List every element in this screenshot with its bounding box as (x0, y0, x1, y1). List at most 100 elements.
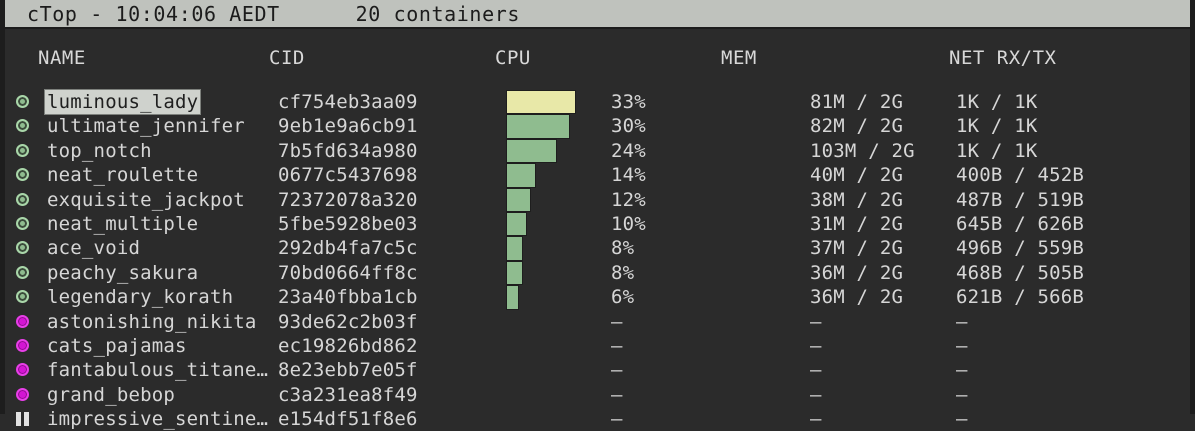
circle-dot-icon (16, 168, 31, 183)
cell-mem: 103M / 2G (810, 139, 915, 162)
circle-dot-icon (16, 192, 31, 208)
cell-name[interactable]: peachy_sakura (47, 261, 199, 284)
container-list: luminous_lady cf754eb3aa09 33% 81M / 2G 1K /… (5, 90, 1190, 431)
circle-dot-icon (16, 265, 31, 281)
cell-cid: 72372078a320 (278, 188, 418, 211)
cell-cpu: 14% (611, 164, 646, 187)
cell-cid: 7b5fd634a980 (278, 139, 418, 162)
cell-net: – (956, 359, 968, 382)
cell-cid: ec19826bd862 (278, 334, 418, 357)
cell-cpu: 24% (611, 139, 646, 162)
table-row[interactable]: ace_void 292db4fa7c5c 8% 37M / 2G 496B / 559… (5, 236, 1190, 260)
table-row[interactable]: fantabulous_titane… 8e23ebb7e05f – – – (5, 358, 1190, 382)
circle-dot-icon (16, 338, 31, 354)
cell-cpu: 30% (611, 115, 646, 138)
cell-name[interactable]: grand_bebop (47, 383, 176, 406)
table-row[interactable]: peachy_sakura 70bd0664ff8c 8% 36M / 2G 468B … (5, 261, 1190, 285)
cell-name[interactable]: impressive_sentine… (47, 408, 269, 431)
circle-dot-icon (16, 290, 31, 305)
cell-cid: 0677c5437698 (278, 164, 418, 187)
column-header-mem[interactable]: MEM (721, 47, 757, 69)
cell-cpu: – (611, 334, 623, 357)
cell-name[interactable]: top_notch (47, 139, 152, 162)
column-header-name[interactable]: NAME (38, 47, 86, 69)
circle-dot-icon (16, 241, 31, 256)
cell-net: – (956, 408, 968, 431)
circle-dot-icon (16, 119, 31, 134)
cell-cpu: 33% (611, 91, 646, 113)
table-row[interactable]: neat_multiple 5fbe5928be03 10% 31M / 2G 645B… (5, 212, 1190, 236)
cell-net: – (956, 334, 968, 357)
table-row[interactable]: legendary_korath 23a40fbba1cb 6% 36M / 2G 62… (5, 285, 1190, 309)
table-row[interactable]: grand_bebop c3a231ea8f49 – – – (5, 383, 1190, 407)
cell-mem: – (810, 359, 822, 382)
circle-dot-icon (16, 216, 31, 232)
cell-mem: 36M / 2G (810, 286, 904, 309)
cell-mem: 82M / 2G (810, 115, 904, 138)
cell-mem: 37M / 2G (810, 237, 904, 260)
cell-net: 1K / 1K (956, 139, 1038, 162)
circle-dot-icon (16, 143, 31, 159)
cell-mem: 36M / 2G (810, 261, 904, 284)
cell-mem: 38M / 2G (810, 188, 904, 211)
cell-net: 645B / 626B (956, 212, 1085, 235)
cell-cpu: 12% (611, 188, 646, 211)
table-row[interactable]: astonishing_nikita 93de62c2b03f – – – (5, 310, 1190, 334)
cell-name[interactable]: neat_multiple (47, 212, 199, 235)
table-row[interactable]: neat_roulette 0677c5437698 14% 40M / 2G 400B… (5, 163, 1190, 187)
cell-cid: 93de62c2b03f (278, 310, 418, 333)
cell-name[interactable]: ultimate_jennifer (47, 115, 245, 138)
cell-cpu: – (611, 310, 623, 333)
column-header-cid[interactable]: CID (269, 47, 305, 69)
cell-net: – (956, 310, 968, 333)
cell-name[interactable]: astonishing_nikita (47, 310, 257, 333)
column-header-cpu[interactable]: CPU (495, 47, 531, 69)
cell-cpu: – (611, 383, 623, 406)
cell-mem: – (810, 334, 822, 357)
cell-name[interactable]: exquisite_jackpot (47, 188, 245, 211)
cell-mem: – (810, 408, 822, 431)
cell-cid: 292db4fa7c5c (278, 237, 418, 260)
cell-cid: 70bd0664ff8c (278, 261, 418, 284)
table-row[interactable]: exquisite_jackpot 72372078a320 12% 38M / 2G… (5, 188, 1190, 212)
cell-mem: – (810, 383, 822, 406)
cell-name[interactable]: neat_roulette (47, 164, 199, 187)
cell-mem: – (810, 310, 822, 333)
pause-icon (16, 412, 31, 427)
cell-net: – (956, 383, 968, 406)
cell-net: 1K / 1K (956, 91, 1038, 113)
table-row[interactable]: cats_pajamas ec19826bd862 – – – (5, 334, 1190, 358)
title-bar-text: cTop - 10:04:06 AEDT 20 containers (27, 2, 520, 26)
cell-name[interactable]: fantabulous_titane… (47, 359, 269, 382)
cell-cid: c3a231ea8f49 (278, 383, 418, 406)
cell-name[interactable]: cats_pajamas (47, 334, 187, 357)
cell-net: 621B / 566B (956, 286, 1085, 309)
cell-net: 400B / 452B (956, 164, 1085, 187)
cell-cid: cf754eb3aa09 (278, 91, 418, 113)
cell-name[interactable]: luminous_lady (45, 90, 201, 114)
cell-net: 1K / 1K (956, 115, 1038, 138)
cell-cpu: – (611, 408, 623, 431)
circle-dot-icon (16, 95, 31, 110)
cell-mem: 81M / 2G (810, 91, 904, 113)
cell-mem: 31M / 2G (810, 212, 904, 235)
table-row[interactable]: luminous_lady cf754eb3aa09 33% 81M / 2G 1K /… (5, 90, 1190, 114)
column-header-net[interactable]: NET RX/TX (949, 47, 1057, 69)
cell-name[interactable]: ace_void (47, 237, 141, 260)
column-header-row: NAME CID CPU MEM NET RX/TX (5, 46, 1190, 72)
cell-net: 487B / 519B (956, 188, 1085, 211)
table-row[interactable]: ultimate_jennifer 9eb1e9a6cb91 30% 82M / 2G… (5, 114, 1190, 138)
cell-cid: 23a40fbba1cb (278, 286, 418, 309)
table-row[interactable]: impressive_sentine… e154df51f8e6 – – – (5, 407, 1190, 431)
cell-cpu: 8% (611, 261, 635, 284)
cell-cpu: – (611, 359, 623, 382)
cell-cpu: 6% (611, 286, 635, 309)
cell-cpu: 8% (611, 237, 635, 260)
cell-cpu: 10% (611, 212, 646, 235)
cell-cid: 9eb1e9a6cb91 (278, 115, 418, 138)
title-bar: cTop - 10:04:06 AEDT 20 containers (5, 0, 1190, 27)
table-row[interactable]: top_notch 7b5fd634a980 24% 103M / 2G 1K / 1K (5, 139, 1190, 163)
cell-name[interactable]: legendary_korath (47, 286, 234, 309)
cell-cid: 5fbe5928be03 (278, 212, 418, 235)
